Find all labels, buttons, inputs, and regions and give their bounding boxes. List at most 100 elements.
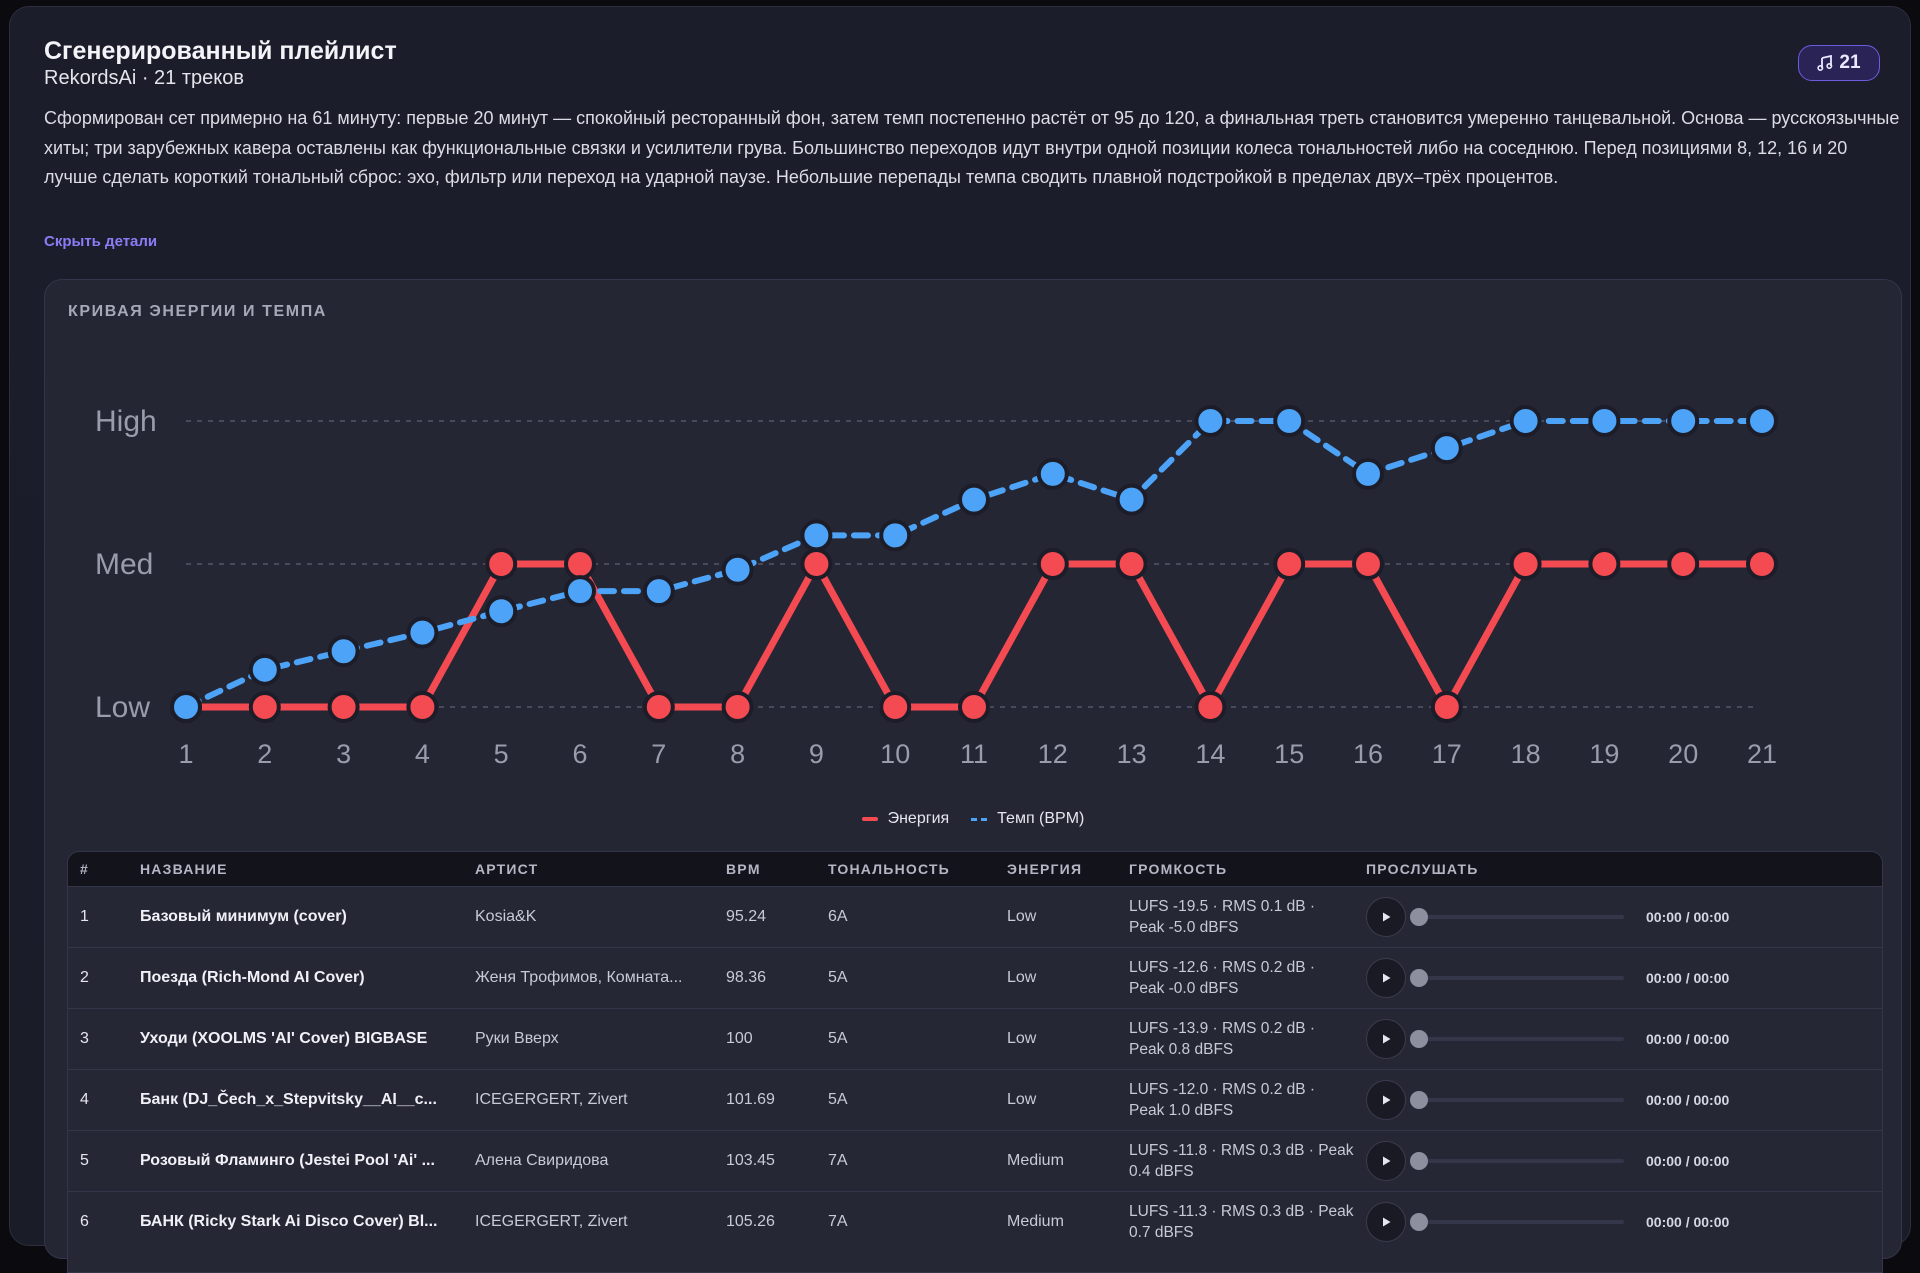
data-point-energy [564,548,596,580]
x-tick-label: 21 [1747,739,1777,769]
track-title: Розовый Фламинго (Jestei Pool 'Ai' ... [140,1152,435,1169]
seek-slider[interactable] [1410,908,1624,926]
track-title: Поезда (Rich-Mond AI Cover) [140,969,365,986]
seek-handle[interactable] [1410,1152,1428,1170]
seek-slider[interactable] [1410,1213,1624,1231]
track-loudness: LUFS -19.5 · RMS 0.1 dB · Peak -5.0 dBFS [1129,897,1316,937]
play-button[interactable] [1366,1019,1406,1059]
data-point-energy [1273,548,1306,580]
table-row[interactable]: 3 Уходи (XOOLMS 'AI' Cover) BIGBASE Руки В… [68,1008,1882,1069]
track-energy: Medium [1007,1152,1064,1169]
y-tick-label: Low [95,691,150,724]
play-button[interactable] [1366,958,1406,998]
track-count-value: 21 [1839,52,1861,73]
track-artist: Алена Свиридова [475,1152,609,1169]
track-title: Банк (DJ_Čech_x_Stepvitsky__AI__c... [140,1091,437,1108]
data-point-energy [327,691,360,723]
table-row[interactable]: 2 Поезда (Rich-Mond AI Cover) Женя Трофимо… [68,947,1882,1008]
track-bpm: 103.45 [726,1152,775,1169]
y-tick-label: High [95,405,157,438]
play-icon [1383,1156,1391,1166]
play-button[interactable] [1366,897,1406,937]
legend-item: Темп (BPM) [971,810,1084,828]
track-number: 2 [80,969,89,986]
x-tick-label: 10 [880,739,910,769]
track-bpm: 105.26 [726,1213,775,1230]
track-loudness: LUFS -12.6 · RMS 0.2 dB · Peak -0.0 dBFS [1129,958,1316,998]
legend-item: Энергия [861,810,949,828]
data-point-tempo [1746,405,1778,437]
data-point-energy [721,691,754,723]
column-header: ГРОМКОСТЬ [1129,861,1228,877]
play-button[interactable] [1366,1202,1406,1242]
data-point-tempo [170,691,202,723]
legend-label: Темп (BPM) [997,810,1085,827]
data-point-tempo [1194,405,1227,437]
track-energy: Low [1007,908,1037,925]
play-icon [1383,1095,1391,1105]
track-artist: ICEGERGERT, Zivert [475,1213,628,1230]
playback-time: 00:00 / 00:00 [1646,1153,1730,1169]
table-row[interactable]: 5 Розовый Фламинго (Jestei Pool 'Ai' ... А… [68,1130,1882,1191]
chart-legend: Энергия Темп (BPM) [45,810,1901,828]
seek-handle[interactable] [1410,1030,1428,1048]
track-key: 5A [828,969,848,986]
track-number: 4 [80,1091,89,1108]
x-tick-label: 18 [1511,739,1541,769]
play-icon [1383,1217,1391,1227]
column-header: АРТИСТ [475,861,539,877]
track-artist: Руки Вверх [475,1030,559,1047]
play-icon [1383,912,1391,922]
x-tick-label: 17 [1432,739,1462,769]
track-key: 5A [828,1091,848,1108]
table-row[interactable]: 1 Базовый минимум (cover) Kosia&K 95.24 6A Lo… [68,886,1882,947]
track-title: Базовый минимум (cover) [140,908,347,925]
track-bpm: 100 [726,1030,753,1047]
playlist-subtitle: RekordsAi · 21 треков [44,67,244,89]
track-energy: Medium [1007,1213,1064,1230]
data-point-energy [800,548,833,580]
track-energy: Low [1007,1091,1037,1108]
data-point-energy [1588,548,1621,580]
x-tick-label: 13 [1117,739,1147,769]
chart-heading: КРИВАЯ ЭНЕРГИИ И ТЕМПА [68,303,327,320]
column-header: ПРОСЛУШАТЬ [1366,861,1479,877]
x-tick-label: 2 [257,739,272,769]
data-point-energy [406,691,439,723]
x-tick-label: 8 [730,739,745,769]
data-point-tempo [248,653,281,686]
x-tick-label: 20 [1668,739,1698,769]
column-header: ЭНЕРГИЯ [1007,861,1083,877]
play-button[interactable] [1366,1141,1406,1181]
table-row[interactable]: 6 БАНК (Ricky Stark Ai Disco Cover) Bl...… [68,1191,1882,1252]
x-tick-label: 9 [809,739,824,769]
data-point-energy [1667,548,1700,580]
seek-handle[interactable] [1410,908,1428,926]
legend-swatch [971,817,988,821]
seek-handle[interactable] [1410,1213,1428,1231]
column-header: # [80,861,89,877]
table-row[interactable]: 4 Банк (DJ_Čech_x_Stepvitsky__AI__c... ICE… [68,1069,1882,1130]
data-point-tempo [642,575,675,608]
playback-time: 00:00 / 00:00 [1646,1214,1730,1230]
x-tick-label: 5 [494,739,509,769]
data-point-tempo [1352,457,1384,490]
playback-time: 00:00 / 00:00 [1646,1031,1730,1047]
seek-slider[interactable] [1410,1091,1624,1109]
seek-handle[interactable] [1410,1091,1428,1109]
hide-details-link[interactable]: Скрыть детали [44,233,158,250]
data-point-tempo [879,519,912,552]
track-key: 5A [828,1030,848,1047]
data-point-energy [1036,548,1069,580]
energy-tempo-card: КРИВАЯ ЭНЕРГИИ И ТЕМПА Low Med High 1 2 3 4 5 6 7… [44,279,1902,1273]
table-header: # НАЗВАНИЕ АРТИСТ BPM ТОНАЛЬНОСТЬ ЭНЕРГИЯ ГРОМ… [68,852,1882,886]
play-button[interactable] [1366,1080,1406,1120]
data-point-tempo [1115,483,1148,516]
data-point-tempo [1509,405,1542,437]
data-point-energy [1746,548,1778,580]
seek-slider[interactable] [1410,969,1624,987]
seek-slider[interactable] [1410,1030,1624,1048]
data-point-energy [879,691,912,723]
seek-handle[interactable] [1410,969,1428,987]
seek-slider[interactable] [1410,1152,1624,1170]
